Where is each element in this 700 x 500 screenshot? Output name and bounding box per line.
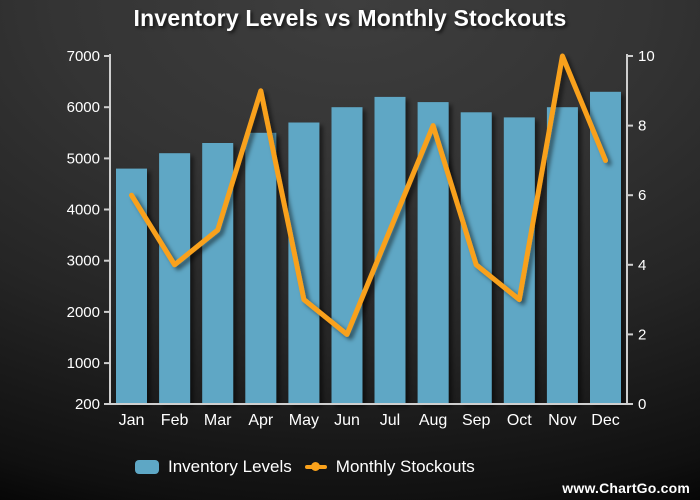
right-axis-tick-label: 4 (638, 257, 646, 274)
left-axis-tick-label: 7000 (67, 48, 100, 65)
x-axis-labels: Jan Feb Mar Apr May Jun Jul Aug Sep Oct Nov Dec (119, 412, 620, 429)
left-axis-tick-label: 3000 (67, 253, 100, 270)
x-axis-label-sep: Sep (462, 412, 491, 429)
x-axis-label-jun: Jun (334, 412, 360, 429)
bar-oct (503, 117, 535, 405)
chart-title: Inventory Levels vs Monthly Stockouts (133, 5, 567, 31)
x-axis-label-oct: Oct (507, 412, 532, 429)
right-axis-tick-label: 2 (638, 326, 646, 343)
legend: Inventory Levels Monthly Stockouts (135, 456, 475, 477)
bar-feb (159, 153, 191, 404)
stockouts-line (129, 53, 608, 337)
bar-may (288, 122, 320, 404)
line-dot-icon (304, 461, 327, 473)
x-axis-label-mar: Mar (204, 412, 232, 429)
x-axis-label-feb: Feb (161, 412, 189, 429)
left-axis-labels: 200 1000 2000 3000 4000 5000 6000 7000 (67, 48, 100, 413)
x-axis-label-aug: Aug (419, 412, 447, 429)
x-axis-label-may: May (289, 412, 319, 429)
legend-item-inventory-levels: Inventory Levels (135, 457, 292, 477)
x-axis-label-jul: Jul (380, 412, 400, 429)
right-axis-tick-label: 10 (638, 48, 655, 65)
legend-item-monthly-stockouts: Monthly Stockouts (304, 456, 475, 477)
left-axis-tick-label: 1000 (67, 355, 100, 372)
x-axis-label-nov: Nov (548, 412, 576, 429)
x-axis-label-apr: Apr (248, 412, 274, 429)
bar-jun (331, 107, 363, 404)
left-axis-tick-label: 5000 (67, 150, 100, 167)
axes (104, 54, 633, 405)
right-axis-labels: 0 2 4 6 8 10 (638, 48, 655, 413)
right-axis-tick-label: 8 (638, 118, 646, 135)
left-axis-tick-label: 4000 (67, 202, 100, 219)
right-axis-tick-label: 0 (638, 396, 646, 413)
bar-apr (245, 132, 277, 405)
watermark-chartgo: www.ChartGo.com (562, 480, 690, 496)
bar-nov (546, 107, 578, 404)
bar-mar (202, 143, 234, 404)
left-axis-tick-label: 6000 (67, 99, 100, 116)
right-axis-tick-label: 6 (638, 187, 646, 204)
bar-dec (590, 91, 621, 405)
left-axis-tick-label: 2000 (67, 304, 100, 321)
x-axis-label-jan: Jan (119, 412, 145, 429)
legend-label-inventory-levels: Inventory Levels (168, 456, 292, 476)
legend-label-monthly-stockouts: Monthly Stockouts (335, 456, 475, 476)
left-axis-tick-label: 200 (75, 396, 100, 413)
bar-jan (116, 168, 147, 404)
bar-swatch-icon (135, 459, 159, 474)
x-axis-label-dec: Dec (591, 412, 619, 429)
